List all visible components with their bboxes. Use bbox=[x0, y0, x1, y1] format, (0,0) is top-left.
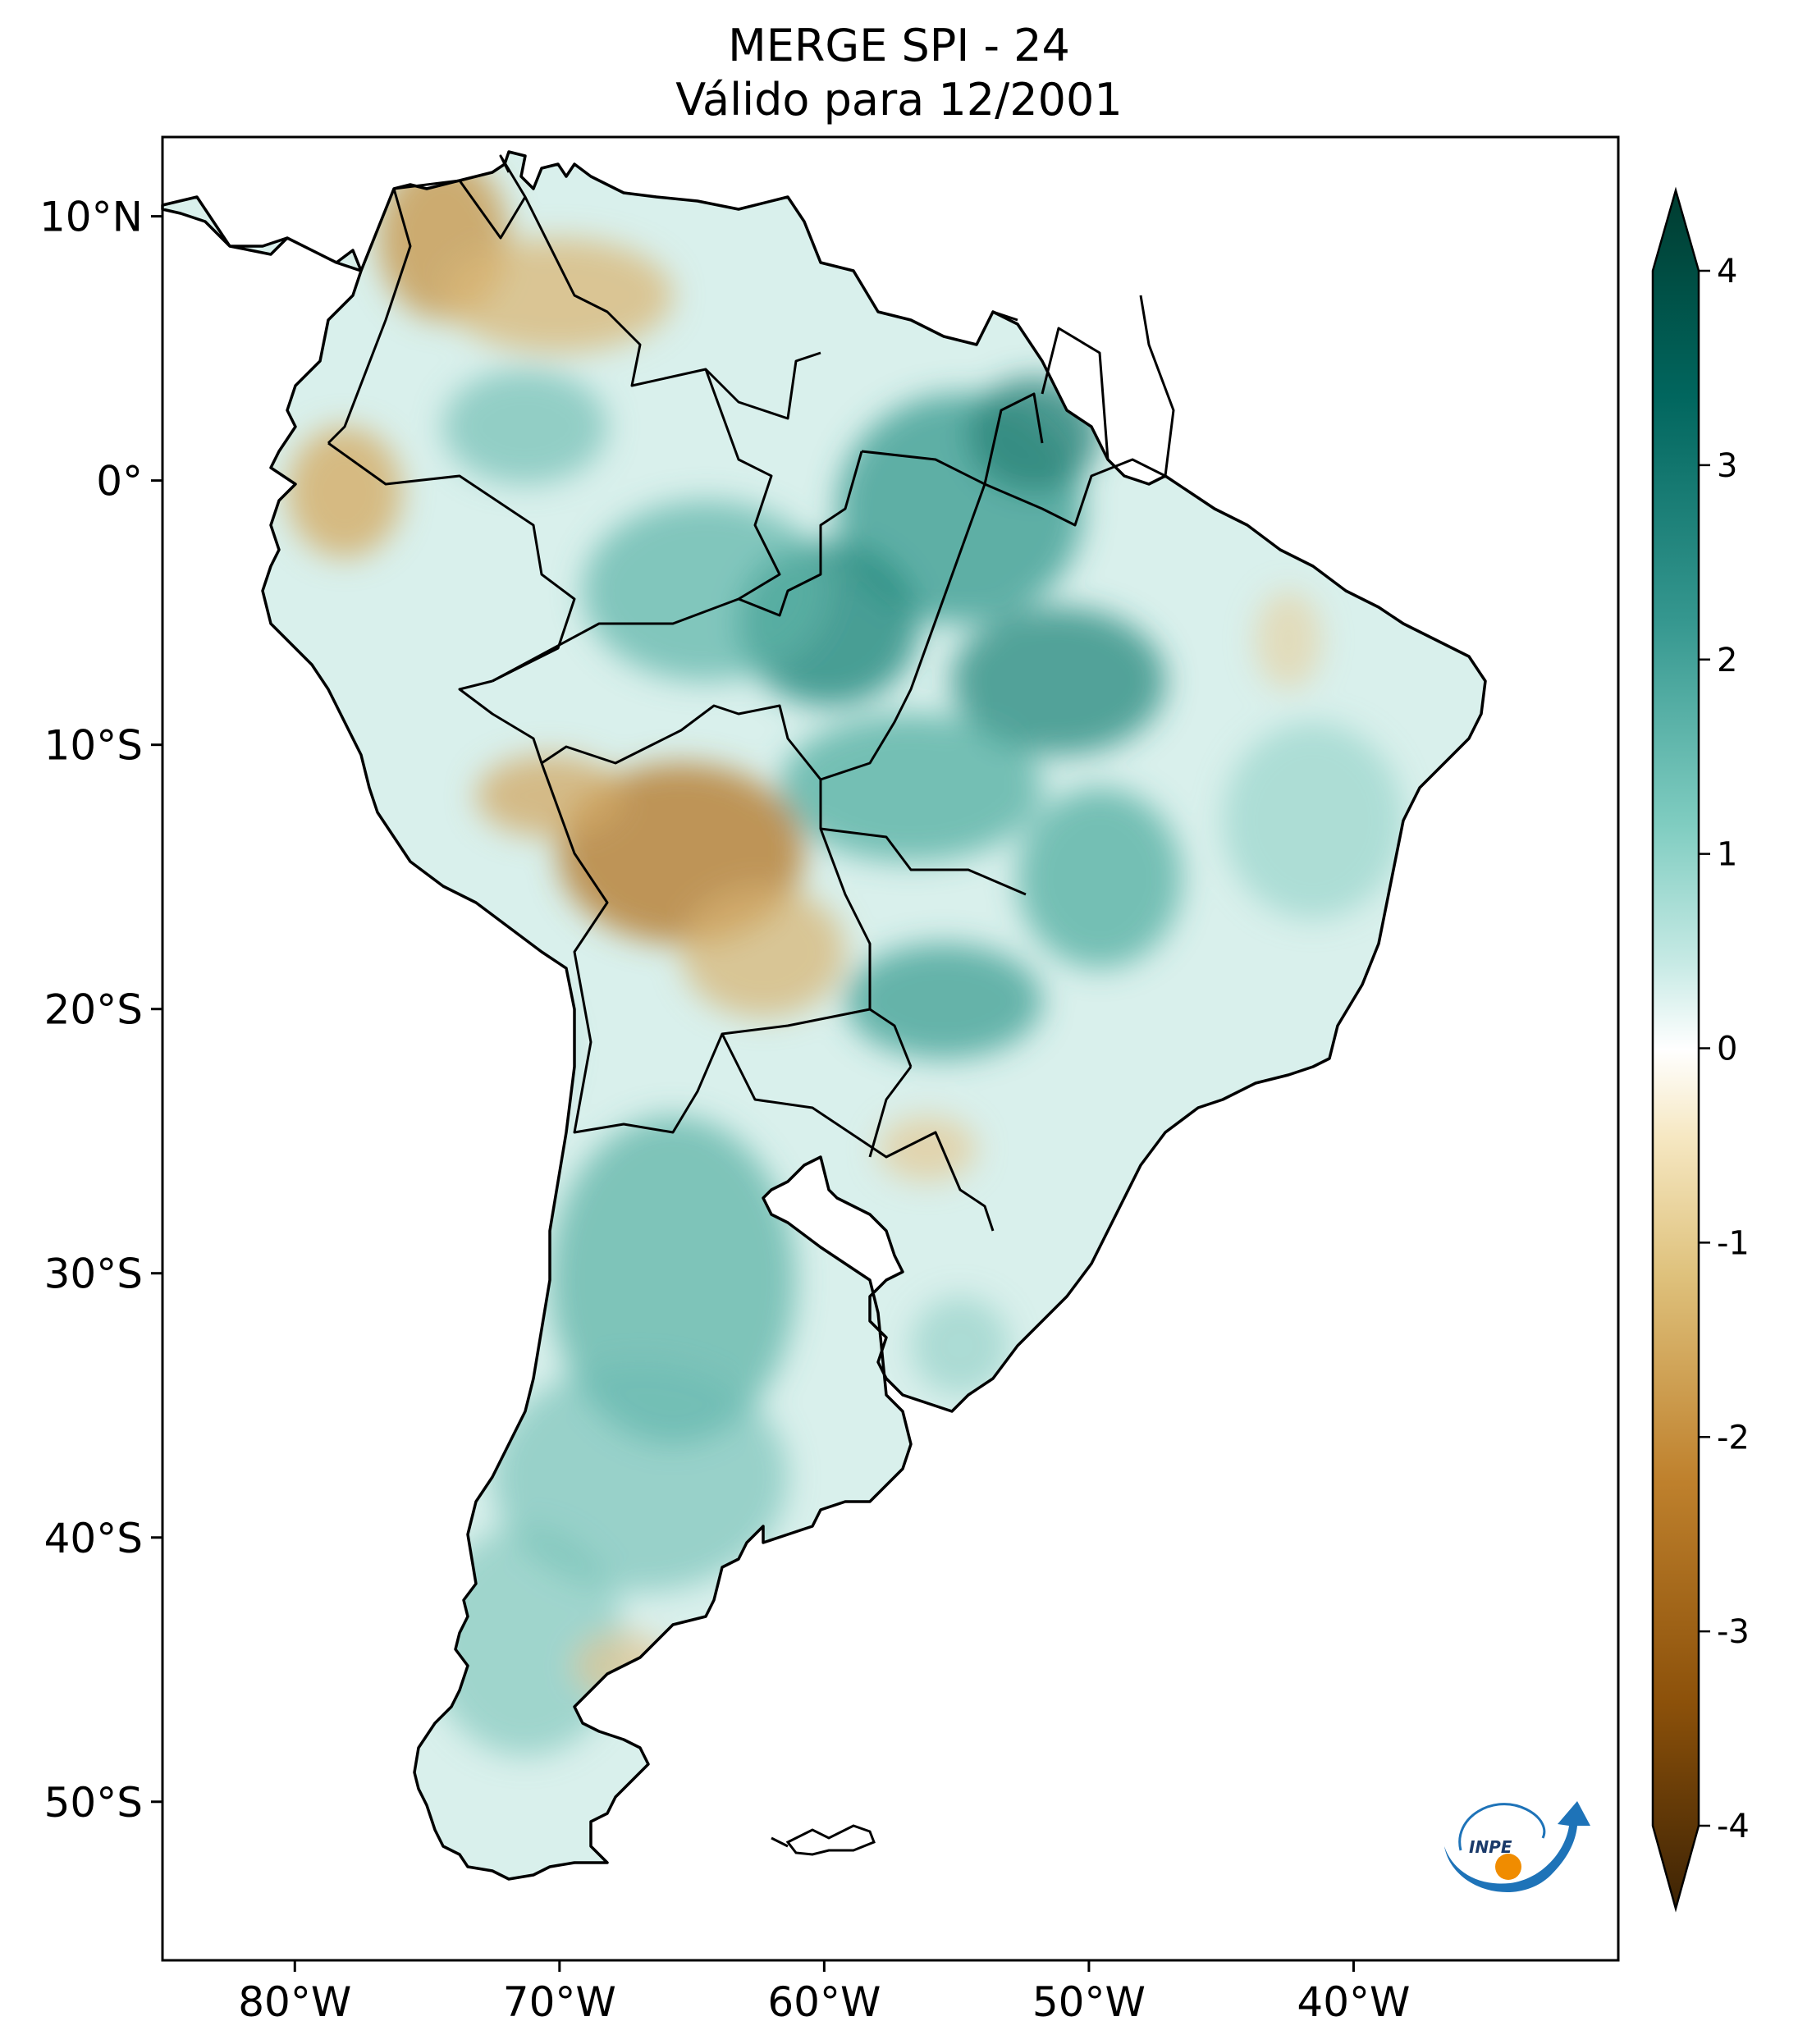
colorbar-ticks: 4 3 2 1 0 -1 -2 -3 -4 bbox=[1699, 253, 1750, 1845]
colorbar-tick-label: -1 bbox=[1717, 1224, 1750, 1262]
lat-tick-label: 50°S bbox=[44, 1779, 143, 1827]
colorbar-tick-label: 1 bbox=[1717, 836, 1737, 874]
logo-text: INPE bbox=[1469, 1837, 1512, 1857]
colorbar-tick-label: -3 bbox=[1717, 1613, 1750, 1651]
colorbar-tick-label: -4 bbox=[1717, 1808, 1750, 1845]
map-title: MERGE SPI - 24 bbox=[728, 20, 1070, 71]
logo-sun-icon bbox=[1495, 1854, 1521, 1880]
lon-tick-label: 40°W bbox=[1297, 1978, 1410, 2026]
islands bbox=[771, 1824, 876, 1856]
lon-tick-label: 60°W bbox=[767, 1978, 881, 2026]
colorbar-tick-label: -2 bbox=[1717, 1419, 1750, 1456]
colorbar-body bbox=[1651, 186, 1700, 1913]
logo-swoosh-icon bbox=[1444, 1801, 1590, 1893]
colorbar-tick-label: 4 bbox=[1717, 253, 1737, 290]
colorbar: 4 3 2 1 0 -1 -2 -3 -4 bbox=[1651, 186, 1750, 1913]
lon-tick-label: 70°W bbox=[503, 1978, 616, 2026]
logo-orbit-icon bbox=[1458, 1803, 1546, 1851]
lat-tick-label: 10°S bbox=[44, 722, 143, 770]
map-subtitle: Válido para 12/2001 bbox=[675, 74, 1123, 126]
south-america-outline bbox=[161, 150, 1487, 1881]
lon-tick-label: 80°W bbox=[238, 1978, 351, 2026]
longitude-axis: 80°W 70°W 60°W 50°W 40°W bbox=[238, 1960, 1410, 2026]
lat-tick-label: 20°S bbox=[44, 986, 143, 1034]
colorbar-tick-label: 3 bbox=[1717, 447, 1737, 485]
inpe-logo: INPE bbox=[1444, 1801, 1590, 1893]
latitude-axis: 10°N 0° 10°S 20°S 30°S 40°S 50°S bbox=[39, 194, 162, 1827]
lon-tick-label: 50°W bbox=[1032, 1978, 1146, 2026]
lat-tick-label: 40°S bbox=[44, 1515, 143, 1562]
lat-tick-label: 10°N bbox=[39, 194, 143, 241]
country-borders bbox=[327, 154, 1175, 1232]
colorbar-tick-label: 0 bbox=[1717, 1031, 1737, 1068]
lat-tick-label: 0° bbox=[96, 458, 143, 505]
colorbar-tick-label: 2 bbox=[1717, 642, 1737, 679]
lat-tick-label: 30°S bbox=[44, 1251, 143, 1298]
